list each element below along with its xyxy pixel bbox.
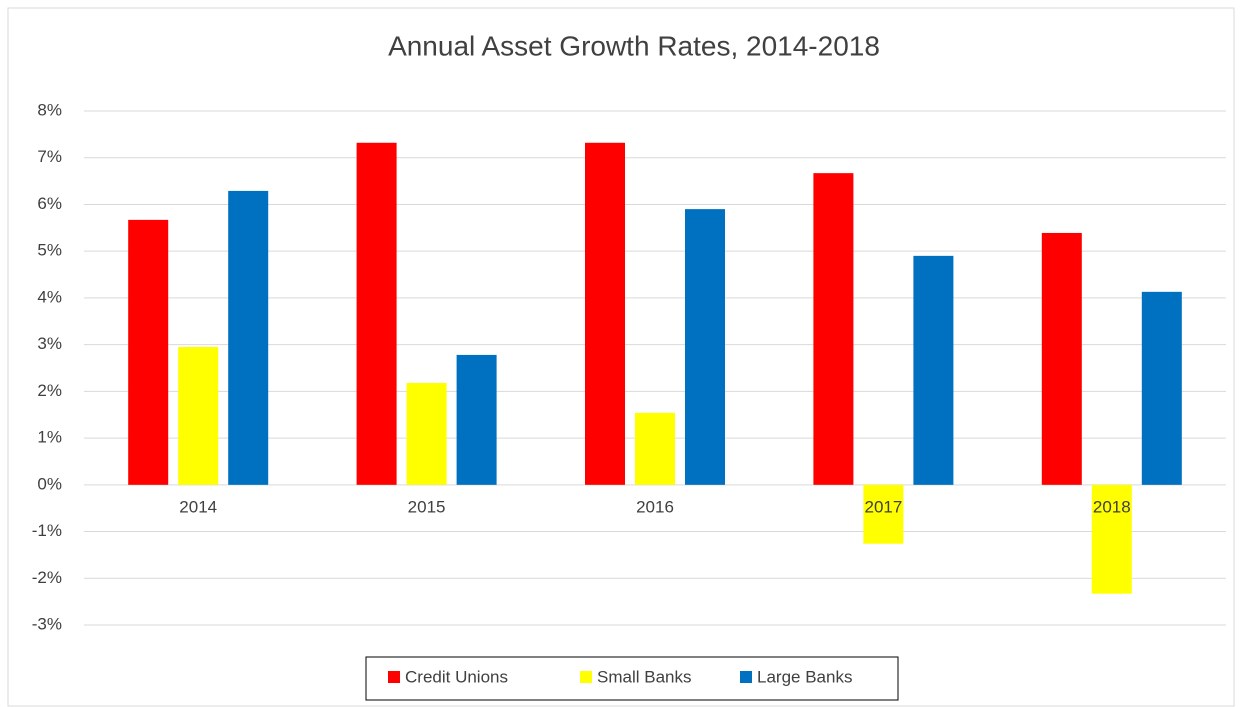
- y-tick-label: 5%: [37, 241, 62, 260]
- legend-swatch: [388, 671, 400, 683]
- bar: [585, 142, 625, 485]
- y-tick-label: 4%: [37, 287, 62, 306]
- legend-box: [365, 656, 899, 701]
- legend-label: Credit Unions: [405, 667, 508, 686]
- bar: [1141, 291, 1182, 485]
- bar: [356, 142, 397, 485]
- x-tick-label: 2016: [636, 497, 674, 516]
- legend-swatch: [580, 671, 592, 683]
- bar: [913, 255, 954, 485]
- x-tick-label: 2017: [864, 497, 902, 516]
- bar: [1041, 232, 1082, 485]
- legend-swatch: [740, 671, 752, 683]
- chart-title: Annual Asset Growth Rates, 2014-2018: [388, 30, 880, 61]
- y-tick-label: -1%: [32, 521, 62, 540]
- bar: [178, 346, 219, 485]
- x-tick-label: 2014: [179, 497, 217, 516]
- y-tick-label: 7%: [37, 147, 62, 166]
- y-tick-label: 1%: [37, 428, 62, 447]
- x-tick-label: 2015: [408, 497, 446, 516]
- bar: [685, 209, 725, 485]
- bar: [1091, 484, 1132, 594]
- bar: [635, 412, 675, 485]
- legend-label: Large Banks: [757, 667, 852, 686]
- y-tick-label: 0%: [37, 474, 62, 493]
- bar: [128, 219, 169, 485]
- y-tick-label: -2%: [32, 568, 62, 587]
- bar: [456, 354, 497, 485]
- bar: [228, 190, 269, 485]
- bar: [863, 484, 904, 544]
- bar: [813, 173, 854, 485]
- bar: [406, 382, 447, 485]
- y-tick-label: 2%: [37, 381, 62, 400]
- x-tick-label: 2018: [1093, 497, 1131, 516]
- y-tick-label: 6%: [37, 194, 62, 213]
- legend-label: Small Banks: [597, 667, 691, 686]
- y-tick-label: 8%: [37, 100, 62, 119]
- y-tick-label: 3%: [37, 334, 62, 353]
- y-tick-label: -3%: [32, 614, 62, 633]
